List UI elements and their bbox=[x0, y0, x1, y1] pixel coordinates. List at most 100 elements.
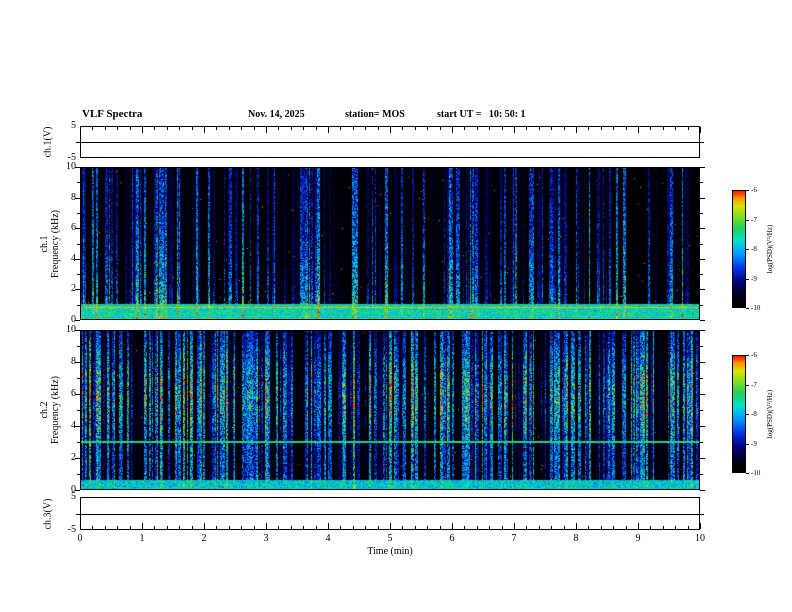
y-tick-mark bbox=[77, 346, 80, 347]
colorbar-tick-label: -6 bbox=[751, 186, 757, 194]
ch2-axis-channel: ch.2 bbox=[39, 401, 50, 419]
x-tick-mark bbox=[663, 127, 664, 130]
ch3-waveform-trace bbox=[81, 513, 699, 515]
x-tick-mark bbox=[427, 127, 428, 130]
x-tick-mark bbox=[688, 127, 689, 130]
x-tick-mark bbox=[316, 526, 317, 529]
x-tick-mark bbox=[514, 127, 515, 133]
x-tick-mark bbox=[588, 526, 589, 529]
x-tick-label: 3 bbox=[263, 533, 269, 544]
x-tick-mark bbox=[464, 526, 465, 529]
y-tick-mark bbox=[700, 182, 703, 183]
x-tick-mark bbox=[477, 127, 478, 130]
y-tick-mark bbox=[75, 490, 80, 491]
y-tick-mark bbox=[75, 198, 80, 199]
x-tick-mark bbox=[92, 127, 93, 130]
y-tick-mark bbox=[700, 474, 703, 475]
x-tick-mark bbox=[365, 526, 366, 529]
x-tick-mark bbox=[613, 526, 614, 529]
date-label: Nov. 14, 2025 bbox=[248, 109, 305, 120]
x-tick-mark bbox=[588, 127, 589, 130]
x-tick-mark bbox=[303, 127, 304, 130]
y-tick-mark bbox=[77, 378, 80, 379]
y-tick-label: 5 bbox=[71, 491, 76, 502]
y-tick-mark bbox=[75, 228, 80, 229]
colorbar-tick-label: -10 bbox=[751, 304, 761, 312]
x-tick-mark bbox=[204, 127, 205, 133]
x-tick-mark bbox=[266, 523, 267, 529]
y-tick-mark bbox=[75, 167, 80, 168]
x-tick-mark bbox=[142, 523, 143, 529]
ch1-waveform-trace bbox=[81, 142, 699, 143]
x-tick-mark bbox=[539, 127, 540, 130]
x-tick-mark bbox=[663, 526, 664, 529]
colorbar-tick-label: -8 bbox=[751, 245, 757, 253]
colorbar-tick-mark bbox=[746, 385, 749, 386]
x-tick-mark bbox=[105, 526, 106, 529]
x-tick-mark bbox=[117, 127, 118, 130]
colorbar-tick-label: -7 bbox=[751, 380, 757, 389]
y-tick-mark bbox=[700, 426, 705, 427]
x-tick-mark bbox=[154, 127, 155, 130]
y-tick-mark bbox=[700, 442, 703, 443]
x-tick-mark bbox=[266, 127, 267, 133]
y-tick-mark bbox=[700, 514, 704, 515]
y-tick-mark bbox=[700, 458, 705, 459]
colorbar-tick-mark bbox=[746, 279, 749, 280]
y-tick-label: 4 bbox=[71, 420, 76, 431]
colorbar-tick-mark bbox=[746, 355, 749, 356]
x-tick-mark bbox=[80, 523, 81, 529]
x-tick-mark bbox=[105, 127, 106, 130]
y-tick-mark bbox=[700, 198, 705, 199]
x-tick-mark bbox=[154, 526, 155, 529]
y-tick-label: 0 bbox=[71, 484, 76, 495]
y-tick-mark bbox=[700, 274, 703, 275]
y-tick-mark bbox=[700, 378, 703, 379]
x-tick-mark bbox=[167, 127, 168, 130]
y-tick-mark bbox=[77, 274, 80, 275]
y-tick-label: 6 bbox=[71, 222, 76, 234]
y-tick-mark bbox=[76, 142, 80, 143]
x-tick-label: 2 bbox=[201, 533, 207, 544]
colorbar-tick-mark bbox=[746, 220, 749, 221]
x-tick-mark bbox=[576, 127, 577, 133]
ch2-axis-frequency: Frequency (kHz) bbox=[50, 375, 61, 445]
ch1-frequency-axis-label: ch.1 Frequency (kHz) bbox=[39, 209, 61, 277]
ch1-voltage-axis-label: ch.1(V) bbox=[42, 126, 54, 158]
y-tick-mark bbox=[700, 394, 705, 395]
x-tick-mark bbox=[241, 526, 242, 529]
x-tick-mark bbox=[489, 526, 490, 529]
y-tick-label: 2 bbox=[71, 452, 76, 463]
colorbar-tick-label: -8 bbox=[751, 410, 757, 418]
x-tick-mark bbox=[365, 127, 366, 130]
x-tick-mark bbox=[402, 127, 403, 130]
y-tick-label: 6 bbox=[71, 388, 76, 399]
ch2-colorbar-label: log(PSD)(V²/Hz) bbox=[766, 389, 774, 439]
x-tick-mark bbox=[92, 526, 93, 529]
y-tick-label: -5 bbox=[67, 524, 76, 535]
y-tick-mark bbox=[700, 320, 705, 321]
x-tick-mark bbox=[440, 127, 441, 130]
x-tick-mark bbox=[700, 127, 701, 133]
ch1-axis-channel: ch.1 bbox=[39, 235, 50, 252]
x-tick-mark bbox=[650, 526, 651, 529]
x-tick-mark bbox=[278, 127, 279, 130]
x-tick-mark bbox=[539, 526, 540, 529]
y-tick-label: 8 bbox=[71, 191, 76, 203]
x-tick-label: 6 bbox=[449, 533, 455, 544]
x-tick-mark bbox=[477, 526, 478, 529]
x-tick-mark bbox=[688, 526, 689, 529]
x-tick-mark bbox=[601, 526, 602, 529]
colorbar-tick-mark bbox=[746, 190, 749, 191]
ch1-colorbar bbox=[732, 190, 746, 308]
x-tick-mark bbox=[700, 523, 701, 529]
x-tick-mark bbox=[291, 127, 292, 130]
x-tick-label: 8 bbox=[573, 533, 579, 544]
x-tick-mark bbox=[353, 127, 354, 130]
x-tick-mark bbox=[303, 526, 304, 529]
y-tick-mark bbox=[77, 182, 80, 183]
x-tick-mark bbox=[328, 523, 329, 529]
y-tick-mark bbox=[700, 228, 705, 229]
y-tick-mark bbox=[75, 320, 80, 321]
ch1-spectrogram-canvas bbox=[81, 168, 699, 319]
